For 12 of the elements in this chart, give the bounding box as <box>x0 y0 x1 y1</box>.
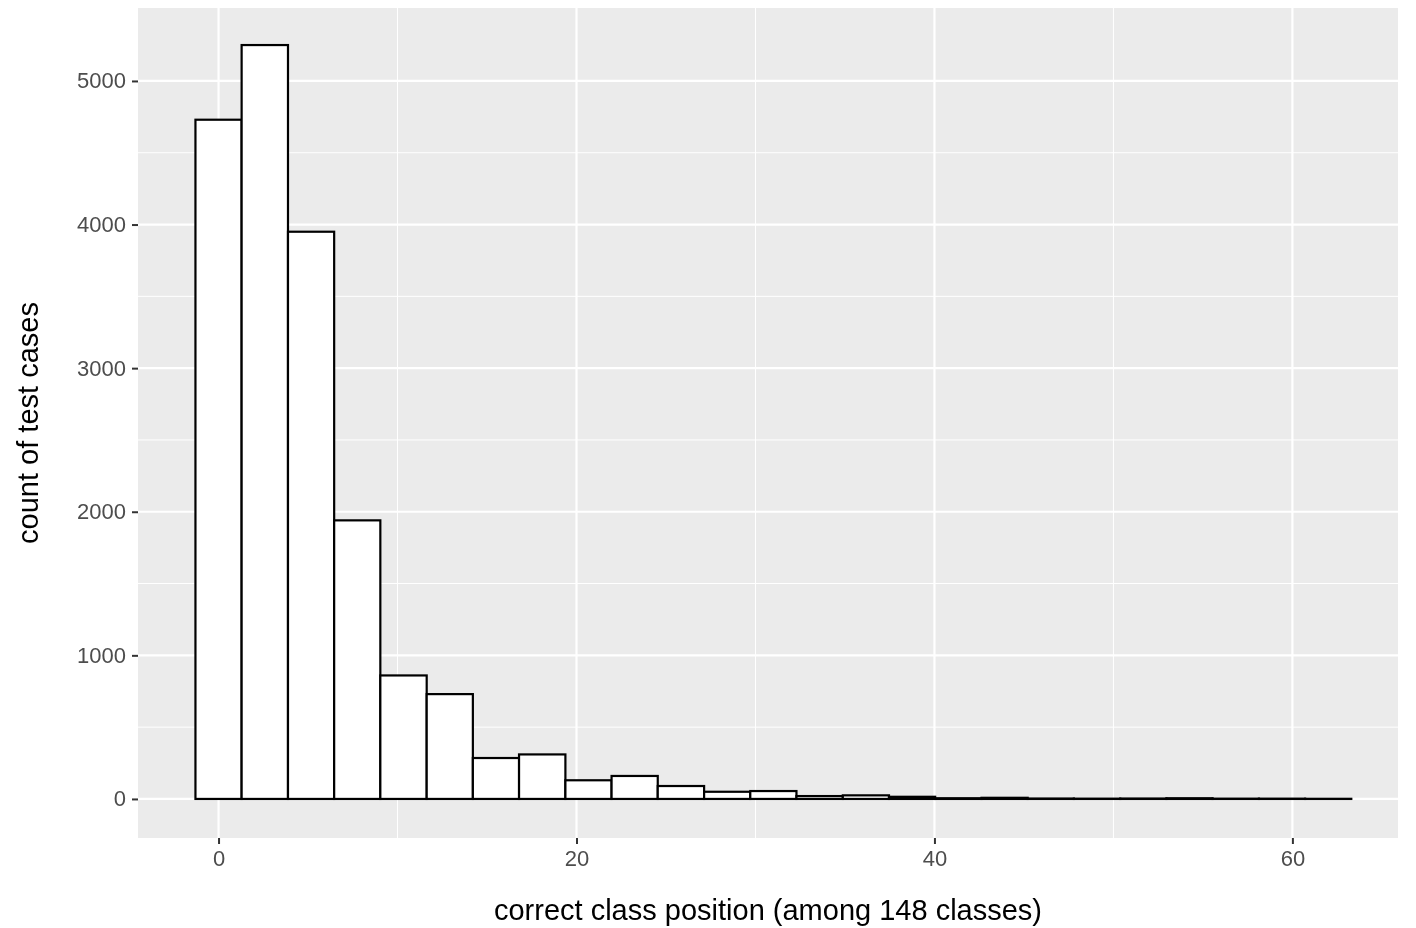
y-axis-title: count of test cases <box>12 302 44 544</box>
y-tick-label: 0 <box>113 786 126 812</box>
x-axis-title: correct class position (among 148 classes) <box>493 894 1043 926</box>
x-tick-label: 40 <box>922 845 948 871</box>
y-tick-label: 1000 <box>77 642 126 668</box>
x-tick-label: 0 <box>212 845 226 871</box>
y-tick-label: 5000 <box>77 68 126 94</box>
y-tick-label: 2000 <box>77 499 126 525</box>
x-tick-label: 60 <box>1280 845 1306 871</box>
y-tick-label: 3000 <box>77 355 126 381</box>
y-tick-label: 4000 <box>77 212 126 238</box>
x-tick-label: 20 <box>564 845 590 871</box>
